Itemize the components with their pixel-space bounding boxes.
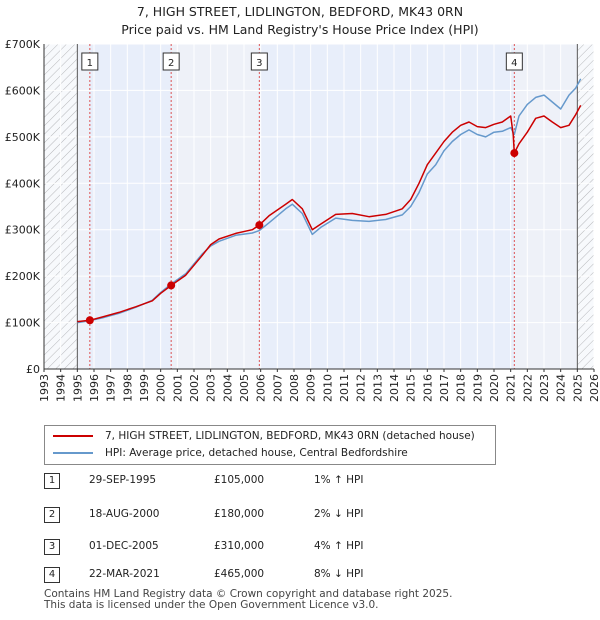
sale-period-shade bbox=[89, 44, 172, 369]
footer-licence: This data is licensed under the Open Gov… bbox=[44, 599, 379, 611]
sale-marker-label: 2 bbox=[168, 58, 174, 69]
x-tick-label: 1995 bbox=[71, 374, 84, 402]
y-tick-label: £500K bbox=[5, 131, 41, 144]
sale-hpi-diff: 1% ↑ HPI bbox=[314, 474, 364, 486]
sale-marker-box bbox=[162, 52, 180, 71]
sale-price: £180,000 bbox=[214, 508, 265, 520]
x-tick-label: 2006 bbox=[255, 374, 268, 402]
sale-number-badge: 2 bbox=[44, 507, 60, 523]
sale-row: 3 01-DEC-2005 £310,000 4% ↑ HPI bbox=[44, 538, 584, 558]
sale-date: 01-DEC-2005 bbox=[89, 540, 159, 552]
x-tick-label: 1994 bbox=[55, 374, 68, 402]
property-price-line bbox=[77, 104, 582, 323]
sale-price: £105,000 bbox=[214, 474, 265, 486]
sale-hpi-diff: 8% ↓ HPI bbox=[314, 568, 364, 580]
hpi-line-swatch bbox=[53, 452, 93, 454]
x-tick-label: 2019 bbox=[471, 374, 484, 402]
sale-number-badge: 1 bbox=[44, 473, 60, 489]
sale-marker-box bbox=[81, 52, 99, 71]
x-tick-label: 1999 bbox=[138, 374, 151, 402]
sale-row: 1 29-SEP-1995 £105,000 1% ↑ HPI bbox=[44, 472, 584, 492]
chart-subtitle: Price paid vs. HM Land Registry's House … bbox=[121, 22, 479, 37]
no-data-hatch bbox=[577, 44, 594, 369]
x-tick-label: 2003 bbox=[205, 374, 218, 402]
x-tick-label: 2023 bbox=[538, 374, 551, 402]
x-tick-label: 2025 bbox=[571, 374, 584, 402]
x-tick-label: 2021 bbox=[505, 374, 518, 402]
x-tick-label: 2000 bbox=[155, 374, 168, 402]
y-tick-label: £200K bbox=[5, 270, 41, 283]
x-tick-label: 2009 bbox=[305, 374, 318, 402]
sale-point bbox=[255, 221, 264, 230]
sale-date: 18-AUG-2000 bbox=[89, 508, 160, 520]
x-tick-label: 1997 bbox=[105, 374, 118, 402]
x-tick-label: 2015 bbox=[405, 374, 418, 402]
sale-price: £465,000 bbox=[214, 568, 265, 580]
sale-point bbox=[510, 149, 519, 158]
legend: 7, HIGH STREET, LIDLINGTON, BEDFORD, MK4… bbox=[44, 425, 496, 465]
x-tick-label: 2002 bbox=[188, 374, 201, 402]
price-chart: 1 2 3 4 £0 £100K £200K £300K £400K £500K £600K £700… bbox=[5, 38, 600, 402]
sale-hpi-diff: 2% ↓ HPI bbox=[314, 508, 364, 520]
footer: Contains HM Land Registry data © Crown c… bbox=[44, 589, 452, 611]
x-tick-label: 2022 bbox=[521, 374, 534, 402]
sale-marker-label: 1 bbox=[87, 58, 93, 69]
sale-row: 4 22-MAR-2021 £465,000 8% ↓ HPI bbox=[44, 566, 584, 586]
x-tick-label: 2016 bbox=[421, 374, 434, 402]
x-tick-label: 2001 bbox=[171, 374, 184, 402]
x-tick-label: 2013 bbox=[371, 374, 384, 402]
x-tick-label: 2010 bbox=[321, 374, 334, 402]
sale-number-badge: 4 bbox=[44, 567, 60, 583]
sale-number-badge: 3 bbox=[44, 539, 60, 555]
sale-point bbox=[167, 281, 176, 290]
x-tick-label: 2017 bbox=[438, 374, 451, 402]
sale-date: 22-MAR-2021 bbox=[89, 568, 160, 580]
sale-marker-box bbox=[250, 52, 268, 71]
sale-row: 2 18-AUG-2000 £180,000 2% ↓ HPI bbox=[44, 506, 584, 526]
x-tick-label: 2020 bbox=[488, 374, 501, 402]
x-tick-label: 2012 bbox=[355, 374, 368, 402]
sale-point bbox=[85, 316, 94, 325]
x-tick-label: 2005 bbox=[238, 374, 251, 402]
legend-item-property: 7, HIGH STREET, LIDLINGTON, BEDFORD, MK4… bbox=[53, 430, 475, 442]
x-tick-label: 2024 bbox=[555, 374, 568, 402]
legend-item-hpi: HPI: Average price, detached house, Cent… bbox=[53, 447, 408, 459]
y-tick-label: £0 bbox=[26, 363, 40, 376]
x-tick-label: 2004 bbox=[221, 374, 234, 402]
sale-date: 29-SEP-1995 bbox=[89, 474, 157, 486]
y-tick-label: £400K bbox=[5, 177, 41, 190]
chart-title: 7, HIGH STREET, LIDLINGTON, BEDFORD, MK4… bbox=[136, 4, 464, 19]
y-tick-label: £700K bbox=[5, 38, 41, 51]
hpi-line bbox=[77, 78, 582, 324]
property-line-swatch bbox=[53, 435, 93, 437]
x-tick-label: 1993 bbox=[38, 374, 51, 402]
sale-marker-label: 4 bbox=[511, 58, 517, 69]
footer-copyright: Contains HM Land Registry data © Crown c… bbox=[44, 588, 453, 600]
y-tick-label: £600K bbox=[5, 84, 41, 97]
y-tick-label: £300K bbox=[5, 224, 41, 237]
x-tick-label: 2011 bbox=[338, 374, 351, 402]
x-tick-label: 2018 bbox=[455, 374, 468, 402]
x-tick-label: 2014 bbox=[388, 374, 401, 402]
y-tick-label: £100K bbox=[5, 317, 41, 330]
sale-period-shade bbox=[259, 44, 515, 369]
sale-hpi-diff: 4% ↑ HPI bbox=[314, 540, 364, 552]
x-tick-label: 2007 bbox=[271, 374, 284, 402]
x-tick-label: 2008 bbox=[288, 374, 301, 402]
x-tick-label: 1998 bbox=[121, 374, 134, 402]
x-tick-label: 2026 bbox=[588, 374, 600, 402]
sale-marker-box bbox=[505, 52, 523, 71]
sale-marker-label: 3 bbox=[256, 58, 262, 69]
legend-property-label: 7, HIGH STREET, LIDLINGTON, BEDFORD, MK4… bbox=[105, 430, 475, 442]
sale-price: £310,000 bbox=[214, 540, 265, 552]
x-tick-label: 1996 bbox=[88, 374, 101, 402]
legend-hpi-label: HPI: Average price, detached house, Cent… bbox=[105, 447, 408, 459]
